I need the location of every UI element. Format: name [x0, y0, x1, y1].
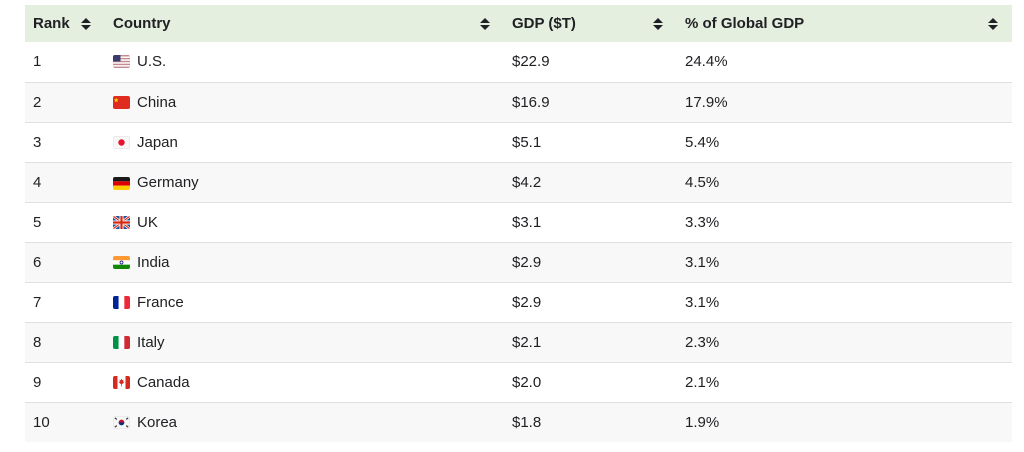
- gdp-cell: $2.9: [504, 281, 677, 322]
- column-header-rank[interactable]: Rank: [25, 5, 105, 42]
- country-cell: Japan: [105, 121, 504, 162]
- italy-flag-icon: [113, 335, 130, 349]
- table-row: 5 UK $3.1 3.3%: [25, 201, 1012, 242]
- country-label: Canada: [137, 373, 190, 391]
- japan-flag-icon: [113, 135, 130, 149]
- country-label: India: [137, 253, 170, 271]
- column-header-gdp[interactable]: GDP ($T): [504, 5, 677, 42]
- table-row: 4 Germany $4.2 4.5%: [25, 161, 1012, 202]
- gdp-cell: $5.1: [504, 121, 677, 162]
- gdp-cell: $2.0: [504, 361, 677, 402]
- column-header-gdp-label: GDP ($T): [512, 15, 576, 32]
- pct-cell: 1.9%: [677, 401, 1012, 442]
- rank-cell: 2: [25, 81, 105, 122]
- country-cell: U.S.: [105, 42, 504, 82]
- column-header-country-label: Country: [113, 15, 171, 32]
- rank-cell: 8: [25, 321, 105, 362]
- france-flag-icon: [113, 295, 130, 309]
- gdp-table-container: Rank Country GDP ($T) % of Global GDP: [25, 5, 1012, 442]
- us-flag-icon: [113, 55, 130, 69]
- rank-cell: 9: [25, 361, 105, 402]
- gdp-cell: $22.9: [512, 53, 550, 71]
- country-label: Japan: [137, 133, 178, 151]
- country-label: France: [137, 293, 184, 311]
- sort-arrows-icon[interactable]: [653, 17, 663, 30]
- india-flag-icon: [113, 255, 130, 269]
- rank-cell: 3: [25, 121, 105, 162]
- pct-cell: 3.3%: [677, 201, 1012, 242]
- uk-flag-icon: [113, 215, 130, 229]
- rank-cell: 1: [33, 53, 42, 71]
- gdp-cell: $3.1: [504, 201, 677, 242]
- country-label: UK: [137, 213, 158, 231]
- table-body: 1 U.S. $22.9 24.4% 2 China: [25, 42, 1012, 442]
- germany-flag-icon: [113, 176, 130, 190]
- sort-arrows-icon[interactable]: [480, 17, 490, 30]
- rank-cell: 10: [25, 401, 105, 442]
- rank-cell: 7: [25, 281, 105, 322]
- country-cell: UK: [105, 201, 504, 242]
- country-label: U.S.: [137, 53, 167, 71]
- column-header-pct-global-gdp[interactable]: % of Global GDP: [677, 5, 1012, 42]
- pct-cell: 2.3%: [677, 321, 1012, 362]
- rank-cell: 6: [25, 241, 105, 282]
- column-header-country[interactable]: Country: [105, 5, 504, 42]
- country-cell: Germany: [105, 161, 504, 202]
- gdp-cell: $16.9: [504, 81, 677, 122]
- gdp-cell: $2.1: [504, 321, 677, 362]
- country-cell: India: [105, 241, 504, 282]
- table-row: 7 France $2.9 3.1%: [25, 281, 1012, 322]
- table-row: 3 Japan $5.1 5.4%: [25, 121, 1012, 162]
- pct-cell: 4.5%: [677, 161, 1012, 202]
- country-label: Italy: [137, 333, 165, 351]
- gdp-table: Rank Country GDP ($T) % of Global GDP: [25, 5, 1012, 442]
- china-flag-icon: [113, 95, 130, 109]
- rank-cell: 4: [25, 161, 105, 202]
- country-cell: France: [105, 281, 504, 322]
- pct-cell: 5.4%: [677, 121, 1012, 162]
- pct-cell: 3.1%: [677, 281, 1012, 322]
- country-cell: China: [105, 81, 504, 122]
- rank-cell: 5: [25, 201, 105, 242]
- table-row: 1 U.S. $22.9 24.4%: [25, 42, 1012, 82]
- gdp-cell: $4.2: [504, 161, 677, 202]
- country-label: Germany: [137, 173, 199, 191]
- table-row: 10 Korea $1.8 1.9%: [25, 401, 1012, 442]
- table-row: 2 China $16.9 17.9%: [25, 81, 1012, 122]
- pct-cell: 24.4%: [685, 53, 728, 71]
- country-cell: Italy: [105, 321, 504, 362]
- table-row: 6 India $2.9 3.1%: [25, 241, 1012, 282]
- gdp-cell: $1.8: [504, 401, 677, 442]
- sort-arrows-icon[interactable]: [988, 17, 998, 30]
- korea-flag-icon: [113, 415, 130, 429]
- pct-cell: 2.1%: [677, 361, 1012, 402]
- country-label: China: [137, 93, 177, 111]
- column-header-pct-global-gdp-label: % of Global GDP: [685, 15, 805, 32]
- canada-flag-icon: [113, 375, 130, 389]
- country-cell: Canada: [105, 361, 504, 402]
- table-row: 9 Canada $2.0 2.1%: [25, 361, 1012, 402]
- pct-cell: 3.1%: [677, 241, 1012, 282]
- country-label: Korea: [137, 413, 178, 431]
- pct-cell: 17.9%: [677, 81, 1012, 122]
- country-cell: Korea: [105, 401, 504, 442]
- sort-arrows-icon[interactable]: [81, 17, 91, 30]
- table-row: 8 Italy $2.1 2.3%: [25, 321, 1012, 362]
- gdp-cell: $2.9: [504, 241, 677, 282]
- column-header-rank-label: Rank: [33, 15, 70, 32]
- table-header: Rank Country GDP ($T) % of Global GDP: [25, 5, 1012, 42]
